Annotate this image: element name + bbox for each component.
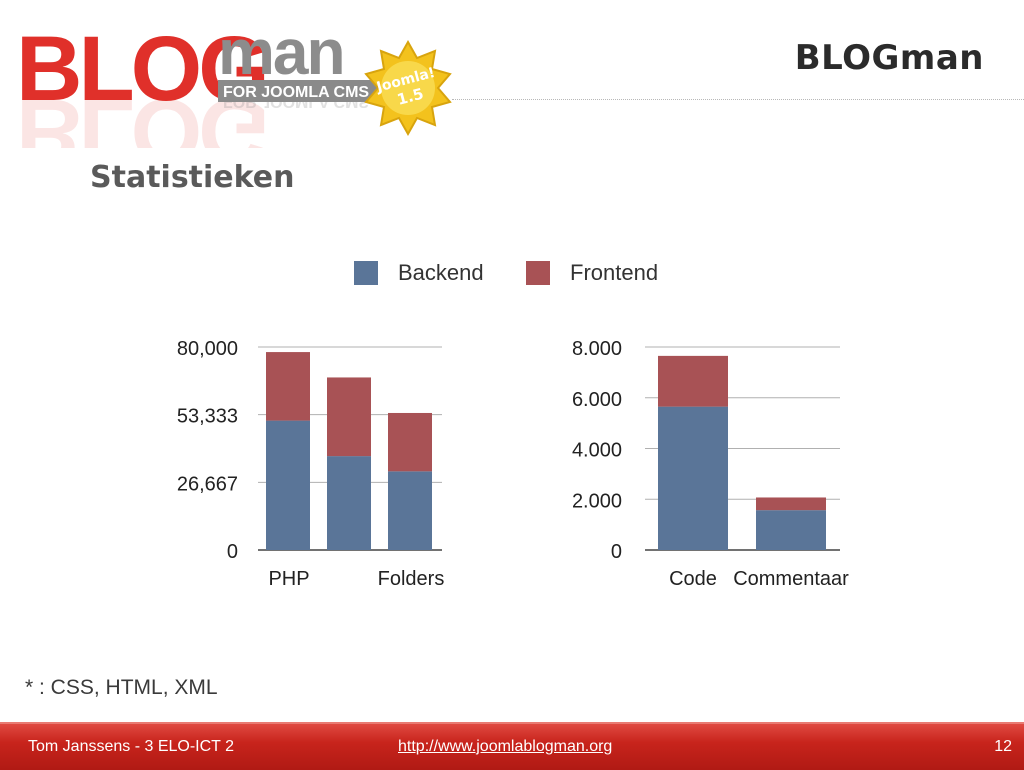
bar-backend	[756, 510, 826, 550]
y-tick-label: 2.000	[572, 490, 622, 512]
y-tick-label: 80,000	[177, 338, 238, 360]
footer-page-number: 12	[994, 738, 1012, 755]
blogman-logo: BLOG BLOG man FOR JOOMLA CMS FOR JOOMLA …	[12, 8, 492, 182]
footnote: * : CSS, HTML, XML	[25, 676, 218, 699]
x-category-label: PHP	[268, 568, 309, 590]
logo-blog-text: BLOG	[16, 18, 266, 120]
bar-frontend	[658, 355, 728, 407]
x-category-label: Commentaar	[733, 568, 849, 590]
bar-backend	[658, 406, 728, 550]
badge-center	[381, 61, 435, 115]
x-category-label: Folders	[378, 568, 445, 590]
page-title: Statistieken	[90, 160, 295, 195]
legend-label-frontend: Frontend	[570, 260, 659, 285]
legend-label-backend: Backend	[398, 260, 484, 285]
y-tick-label: 0	[227, 541, 238, 563]
chart-line-counts: 0 2.000 4.000 6.000 8.000 Code Commentaar	[572, 338, 849, 590]
y-tick-label: 4.000	[572, 440, 622, 462]
logo-tagline-reflection: FOR JOOMLA CMS	[223, 93, 369, 110]
footer-author: Tom Janssens - 3 ELO-ICT 2	[28, 738, 234, 755]
bar-backend	[388, 471, 432, 550]
bar-frontend	[756, 497, 826, 511]
logo-tagline: FOR JOOMLA CMS	[223, 84, 369, 101]
y-tick-label: 6.000	[572, 389, 622, 411]
logo-tagline-bg	[218, 80, 388, 102]
legend-item-frontend: Frontend	[526, 258, 658, 288]
legend-item-backend: Backend	[354, 258, 484, 288]
legend-swatch-frontend	[526, 261, 550, 285]
bar-backend	[327, 456, 371, 550]
bar-frontend	[388, 412, 432, 472]
y-tick-label: 53,333	[177, 406, 238, 428]
x-category-label: Code	[669, 568, 717, 590]
bar-frontend	[327, 377, 371, 457]
logo-man-text: man	[218, 16, 344, 88]
y-tick-label: 0	[611, 541, 622, 563]
header-divider	[452, 99, 1024, 100]
blogman-logo-image: BLOG BLOG man FOR JOOMLA CMS FOR JOOMLA …	[16, 16, 452, 182]
footer-link[interactable]: http://www.joomlablogman.org	[398, 738, 613, 755]
footer-bar: Tom Janssens - 3 ELO-ICT 2 http://www.jo…	[0, 722, 1024, 770]
y-tick-label: 8.000	[572, 338, 622, 360]
header-title: BLOGman	[794, 38, 984, 78]
y-tick-label: 26,667	[177, 473, 238, 495]
chart-file-counts: 0 26,667 53,333 80,000 PHP Folders	[177, 338, 445, 590]
legend-swatch-backend	[354, 261, 378, 285]
bar-frontend	[266, 352, 310, 421]
joomla-badge: Joomla! 1.5	[364, 39, 452, 137]
bar-backend	[266, 420, 310, 550]
